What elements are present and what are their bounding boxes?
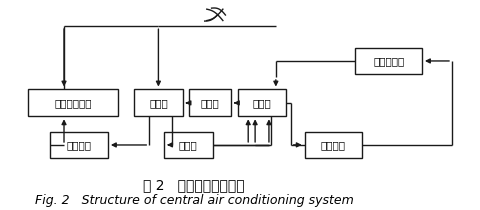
Text: 冷冻水泵: 冷冻水泵	[67, 140, 92, 150]
Bar	[304, 132, 361, 158]
Text: 蒸发器: 蒸发器	[149, 98, 168, 108]
Text: 图 2   中央空调系统结构: 图 2 中央空调系统结构	[143, 178, 244, 192]
Text: 冷凝器: 冷凝器	[252, 98, 271, 108]
Text: 冷却塔风机: 冷却塔风机	[372, 56, 404, 66]
Bar	[237, 89, 286, 116]
Bar	[134, 89, 182, 116]
Text: 冷却水泵: 冷却水泵	[320, 140, 345, 150]
Bar	[355, 48, 421, 74]
Bar	[164, 132, 212, 158]
Bar	[189, 89, 230, 116]
Text: 节流阀: 节流阀	[201, 98, 219, 108]
Bar	[50, 132, 108, 158]
Bar	[28, 89, 118, 116]
Text: 房间风机盘管: 房间风机盘管	[54, 98, 92, 108]
Text: 压缩机: 压缩机	[179, 140, 197, 150]
Text: Fig. 2   Structure of central air conditioning system: Fig. 2 Structure of central air conditio…	[35, 194, 353, 207]
